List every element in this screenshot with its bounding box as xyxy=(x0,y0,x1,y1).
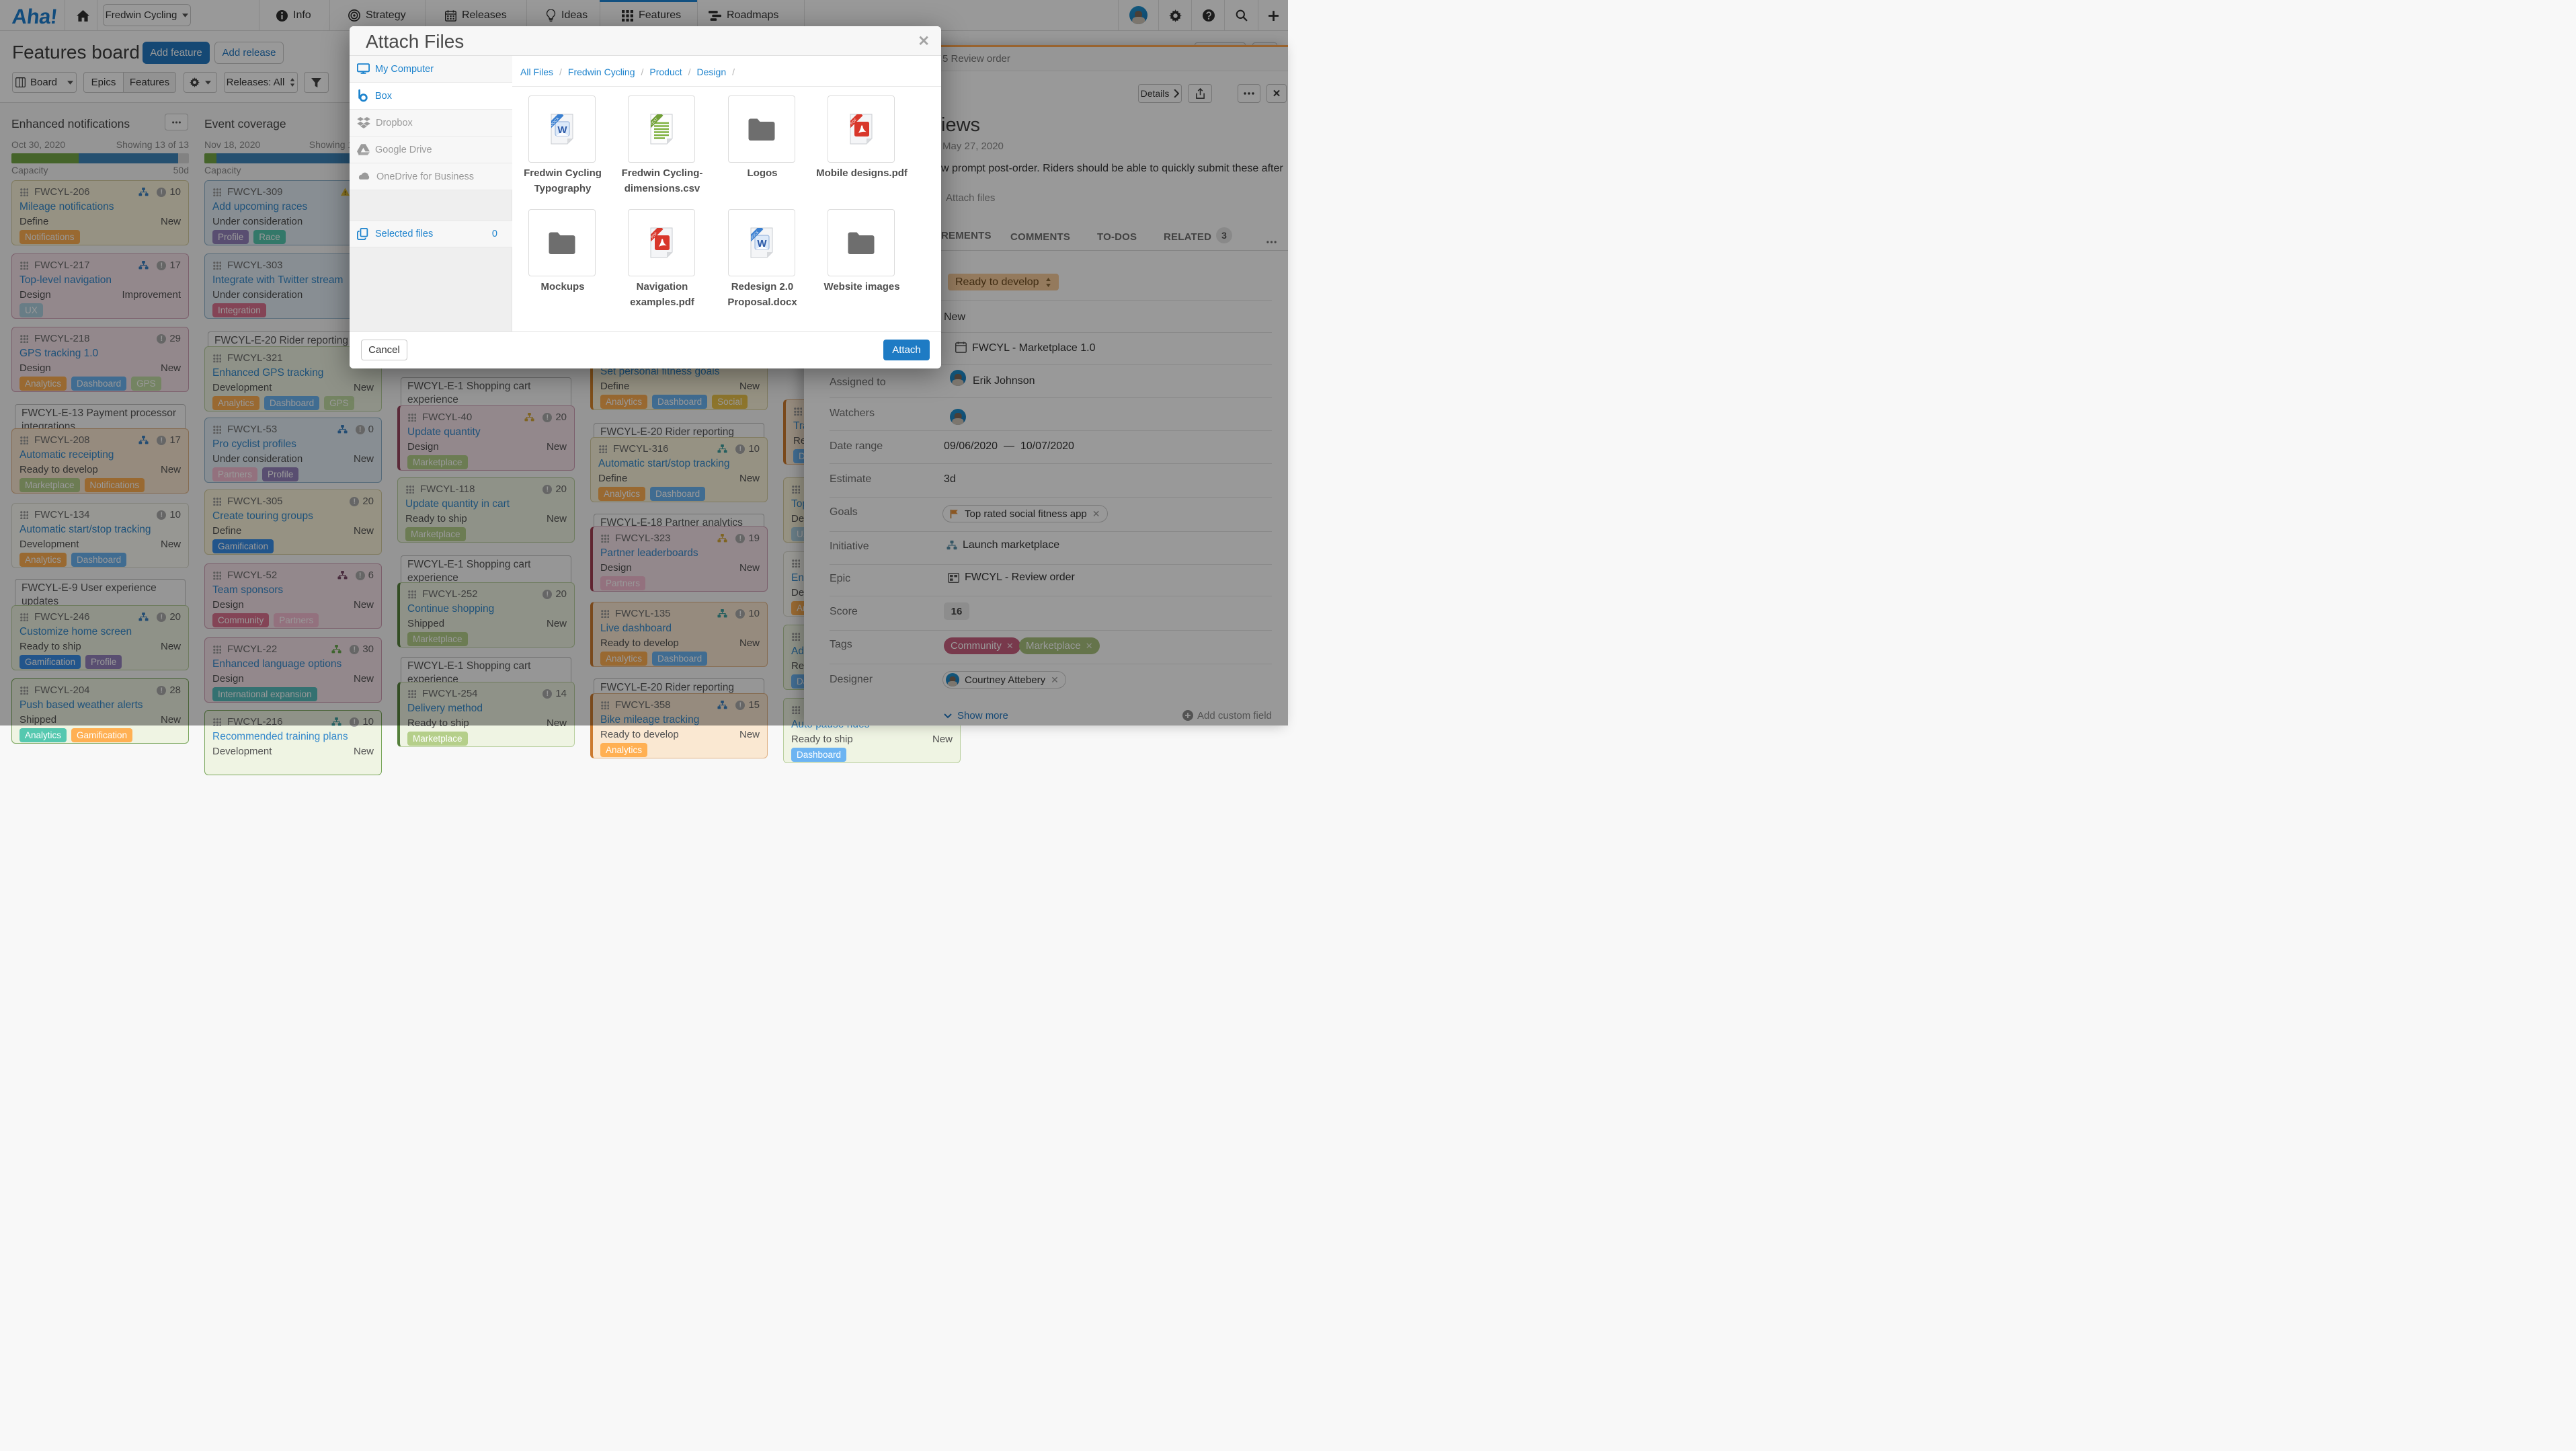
svg-text:W: W xyxy=(557,124,567,136)
svg-text:PDF: PDF xyxy=(850,118,858,126)
svg-text:PDF: PDF xyxy=(650,231,658,239)
svg-text:W: W xyxy=(757,238,767,249)
